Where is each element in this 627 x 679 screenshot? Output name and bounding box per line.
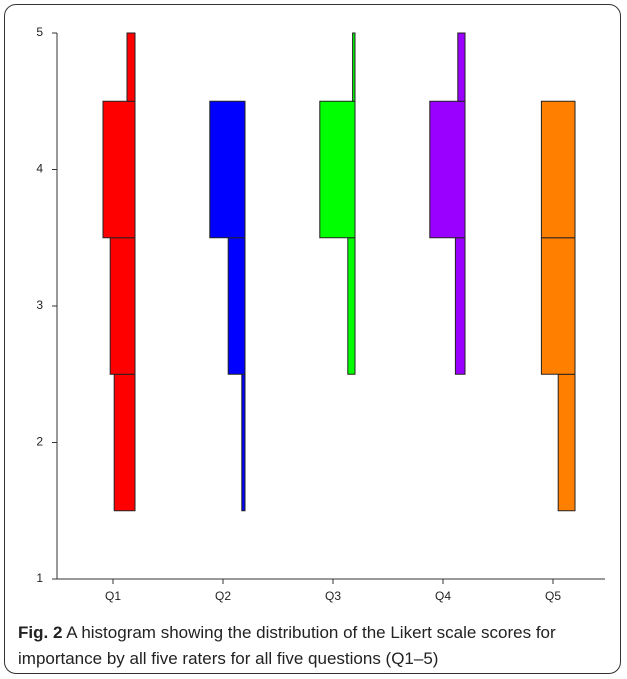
histogram-bar [429,100,466,239]
caption-label: Fig. 2 [18,623,63,642]
x-tick-label: Q5 [545,589,561,603]
histogram-bar [126,32,136,102]
histogram-bar [352,32,356,102]
histogram-bar [557,373,576,512]
x-tick-label: Q2 [215,589,231,603]
histogram-bar [102,100,136,239]
histogram-bar [241,373,246,512]
histogram-bar [227,237,246,375]
caption: Fig. 2 A histogram showing the distribut… [18,620,618,672]
y-tick-label: 1 [36,571,43,585]
x-tick-label: Q3 [325,589,341,603]
histogram-bar [347,237,356,375]
histogram-bar [209,100,246,239]
histogram-bar [113,373,136,512]
chart: 1 2 3 4 5 Q1 Q2 Q3 Q4 Q5 [36,25,605,603]
histogram-bar [540,237,576,375]
y-tick-label: 2 [36,435,43,449]
y-tick-label: 3 [36,298,43,312]
histogram-bar [454,237,466,375]
histogram-bar [109,237,136,375]
figure-frame [4,4,621,674]
caption-text: A histogram showing the distribution of … [18,623,556,668]
histogram-bar [457,32,466,102]
histogram-bar [540,100,576,239]
y-tick-label: 5 [36,25,43,39]
x-tick-label: Q1 [105,589,121,603]
y-tick-label: 4 [36,162,43,176]
x-tick-label: Q4 [435,589,451,603]
histogram-bar [319,100,356,239]
